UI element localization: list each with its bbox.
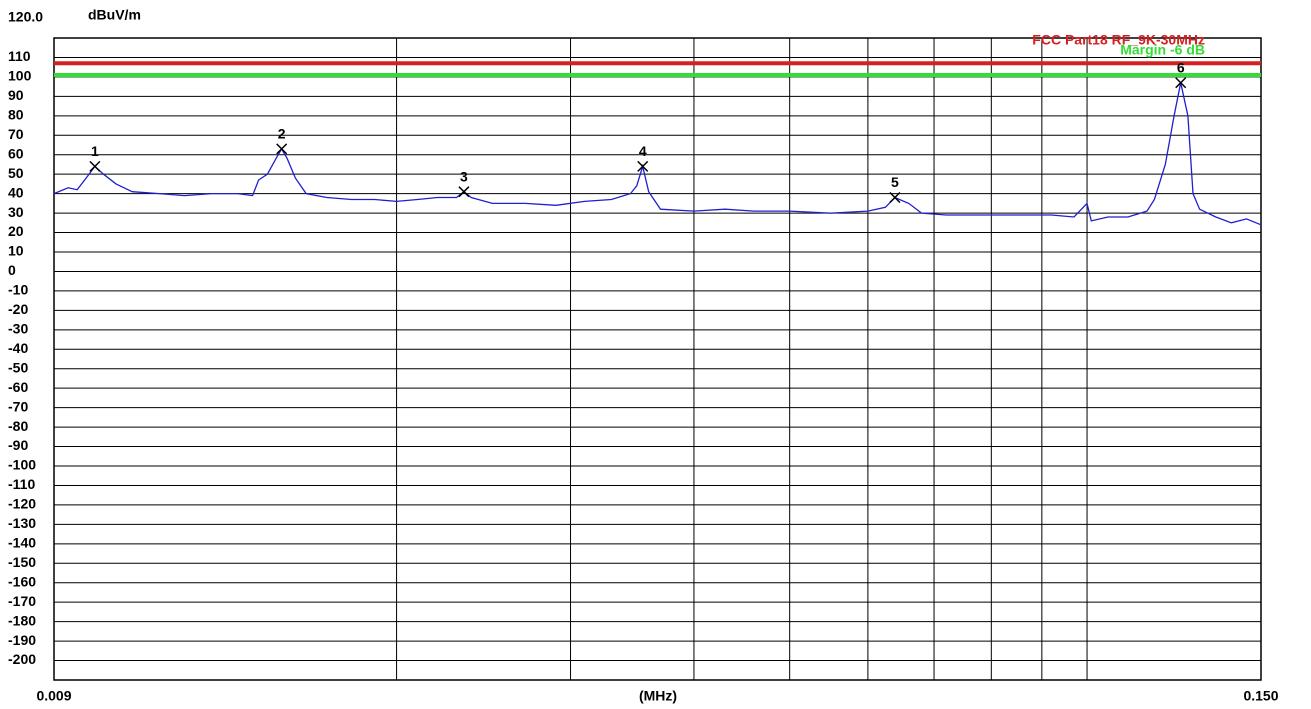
y-tick-label: -60 <box>8 379 28 395</box>
y-tick-label: -20 <box>8 301 28 317</box>
y-tick-label: 20 <box>8 223 24 239</box>
marker-label: 6 <box>1177 59 1185 75</box>
y-tick-label: -80 <box>8 418 28 434</box>
y-tick-label: -150 <box>8 554 36 570</box>
marker <box>89 160 101 172</box>
y-tick-label: -190 <box>8 632 36 648</box>
trace <box>53 82 1262 226</box>
y-tick-label: -70 <box>8 398 28 414</box>
y-tick-label: -140 <box>8 535 36 551</box>
y-tick-label: -50 <box>8 359 28 375</box>
y-tick-label: -180 <box>8 612 36 628</box>
y-tick-label: -30 <box>8 321 28 337</box>
y-unit: dBuV/m <box>88 7 141 23</box>
y-tick-label: 60 <box>8 145 24 161</box>
y-tick-label: 70 <box>8 126 24 142</box>
y-tick-label: -10 <box>8 282 28 298</box>
plot-frame <box>53 37 1262 681</box>
y-tick-label: -120 <box>8 496 36 512</box>
y-tick-label: -160 <box>8 573 36 589</box>
marker <box>1175 77 1187 89</box>
marker-label: 5 <box>891 174 899 190</box>
marker <box>889 191 901 204</box>
y-tick-label: 30 <box>8 204 24 220</box>
y-tick-label: 0 <box>8 262 16 278</box>
y-tick-label: -90 <box>8 437 28 453</box>
limit-label: Margin -6 dB <box>1120 42 1205 58</box>
y-tick-label: 120.0 <box>8 9 43 25</box>
marker-label: 3 <box>460 168 468 184</box>
y-tick-label: 40 <box>8 184 24 200</box>
y-tick-label: 50 <box>8 165 24 181</box>
y-tick-label: -200 <box>8 651 36 667</box>
x-axis-label: (MHz) <box>639 688 677 704</box>
y-tick-label: 90 <box>8 87 24 103</box>
x-tick-label: 0.009 <box>36 688 71 704</box>
y-tick-label: 10 <box>8 243 24 259</box>
marker <box>637 160 649 172</box>
x-tick-label: 0.150 <box>1243 688 1278 704</box>
y-tick-label: 100 <box>8 68 32 84</box>
marker <box>276 143 288 155</box>
y-tick-label: -130 <box>8 515 36 531</box>
y-tick-label: -110 <box>8 476 35 492</box>
marker-label: 1 <box>91 143 99 159</box>
marker-label: 2 <box>278 126 286 142</box>
marker-label: 4 <box>639 143 647 159</box>
y-tick-label: 110 <box>8 48 31 64</box>
y-tick-label: -170 <box>8 593 36 609</box>
limit-label: FCC Part18 RF_9K-30MHz <box>1032 32 1205 48</box>
marker <box>458 186 470 198</box>
y-tick-label: -40 <box>8 340 28 356</box>
y-tick-label: -100 <box>8 457 36 473</box>
y-tick-label: 80 <box>8 107 24 123</box>
